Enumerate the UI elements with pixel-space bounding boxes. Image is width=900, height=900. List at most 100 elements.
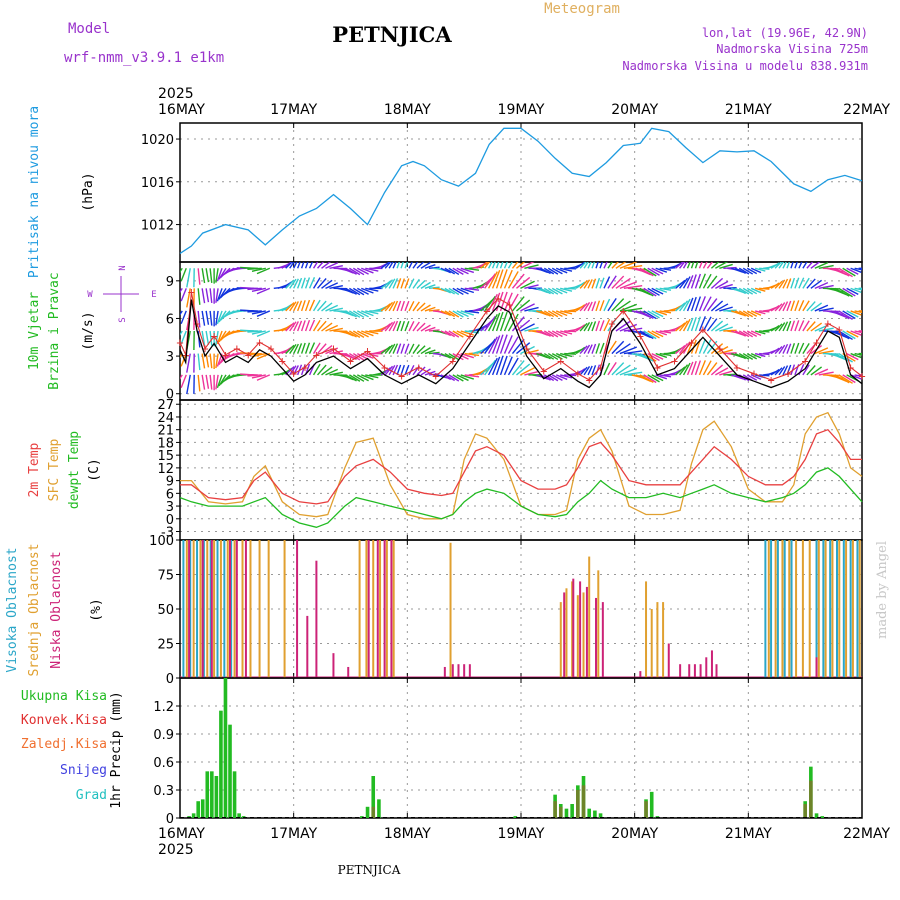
total-rain-bar	[210, 771, 214, 818]
wind-arrow	[507, 262, 513, 269]
wind-arrow	[380, 262, 391, 269]
wind-arrow	[575, 324, 586, 332]
wind-arrow	[639, 352, 654, 362]
dewpt-axis-title: dewpt Temp	[67, 431, 82, 509]
wind-arrow	[356, 267, 369, 275]
wind-arrow	[810, 366, 823, 376]
wind-arrow	[690, 360, 697, 376]
wind-arrow	[547, 374, 559, 382]
wind-arrow	[834, 330, 850, 340]
wind-arrow	[595, 262, 599, 269]
wind-arrow	[854, 330, 862, 334]
wind-arrow	[639, 310, 654, 320]
wind-arrow	[675, 322, 686, 332]
wind-arrow	[723, 352, 737, 355]
wind-arrow	[770, 304, 780, 312]
wind-arrow	[619, 367, 638, 376]
wind-arrow	[256, 267, 271, 275]
convective-rain-bar	[558, 806, 563, 818]
mid-cloud-bar	[662, 602, 665, 678]
credit-watermark: made by Angel	[875, 541, 890, 639]
model-name: wrf-nmm_v3.9.1 e1km	[64, 50, 224, 66]
wind-arrow	[416, 345, 426, 355]
wind-arrow	[599, 262, 604, 269]
wind-arrow	[659, 330, 672, 334]
mid-cloud-bar	[559, 602, 562, 678]
wind-arrow	[675, 344, 686, 355]
total-rain-bar	[205, 771, 210, 818]
bottom-day-label: 22MAY	[843, 826, 890, 842]
wind-arrow	[524, 370, 539, 376]
y-tick-label: 9	[166, 475, 174, 490]
wind-arrow	[201, 288, 206, 304]
wind-arrow	[686, 340, 694, 354]
wind-arrow	[802, 262, 808, 269]
wind-arrow	[491, 335, 501, 354]
wind-arrow	[495, 334, 504, 354]
wind-arrow	[706, 262, 714, 269]
wind-arrow	[719, 263, 733, 269]
wind-arrow	[838, 287, 853, 298]
wind-arrow	[723, 329, 737, 332]
mid-cloud-bar	[213, 540, 216, 678]
y-tick-label: 0	[166, 388, 174, 403]
wind-arrow	[404, 262, 409, 269]
wind-arrow	[293, 301, 299, 312]
wind-arrow	[460, 267, 475, 274]
wind-arrow	[587, 321, 593, 332]
wind-arrow	[448, 374, 460, 382]
mid-cloud-bar	[824, 540, 827, 678]
total-rain-bar	[360, 816, 364, 818]
wind-arrow	[392, 343, 399, 354]
wind-arrow	[854, 352, 862, 356]
mid-cloud-bar	[372, 540, 375, 678]
wind-arrow	[643, 374, 657, 384]
wind-arrow	[396, 320, 402, 332]
high-cloud-bar	[822, 540, 825, 678]
wind-arrow	[487, 357, 498, 376]
wind-arrow	[647, 330, 660, 339]
wind-arrow	[599, 342, 605, 354]
high-cloud-bar	[202, 540, 205, 678]
wind-arrow	[452, 374, 464, 382]
wind-arrow	[651, 374, 664, 382]
wind-arrow	[345, 310, 357, 318]
wind-arrow	[579, 366, 588, 376]
wind-arrow	[798, 262, 803, 269]
wind-arrow	[349, 267, 361, 276]
y-tick-label: 1016	[141, 176, 174, 191]
wind-arrow	[619, 323, 638, 332]
wind-arrow	[452, 330, 464, 338]
total-rain-bar	[214, 776, 219, 818]
wind-arrow	[770, 262, 780, 269]
wind-arrow	[329, 307, 343, 312]
wind-arrow	[392, 364, 399, 376]
y-tick-label: 75	[157, 569, 174, 584]
wind-arrow	[850, 287, 862, 294]
wind-arrow	[251, 287, 266, 293]
wind-arrow	[698, 262, 703, 269]
wind-arrow	[304, 277, 311, 289]
wind-arrow	[408, 278, 415, 289]
y-tick-label: 18	[157, 436, 174, 451]
wind-arrow	[308, 277, 316, 289]
wind-arrow	[365, 287, 379, 292]
wind-arrow	[591, 262, 596, 269]
wind-arrow	[448, 287, 460, 296]
wind-arrow	[710, 343, 724, 355]
wind-arrow	[424, 306, 436, 312]
wind-arrow	[846, 352, 859, 361]
wind-arrow	[551, 267, 563, 275]
low-cloud-bar	[585, 586, 588, 678]
wind-arrow	[659, 352, 672, 357]
wind-arrow	[690, 262, 695, 269]
compass-north-label: N	[118, 265, 128, 270]
wind-arrow	[392, 262, 397, 269]
top-day-label: 19MAY	[498, 102, 545, 118]
mid-cloud-bar	[185, 540, 188, 678]
wind-arrow	[400, 300, 406, 312]
wind-arrow	[551, 352, 563, 360]
wind-arrows	[180, 262, 862, 395]
wind-arrow	[750, 374, 762, 380]
wind-arrow	[247, 330, 262, 333]
